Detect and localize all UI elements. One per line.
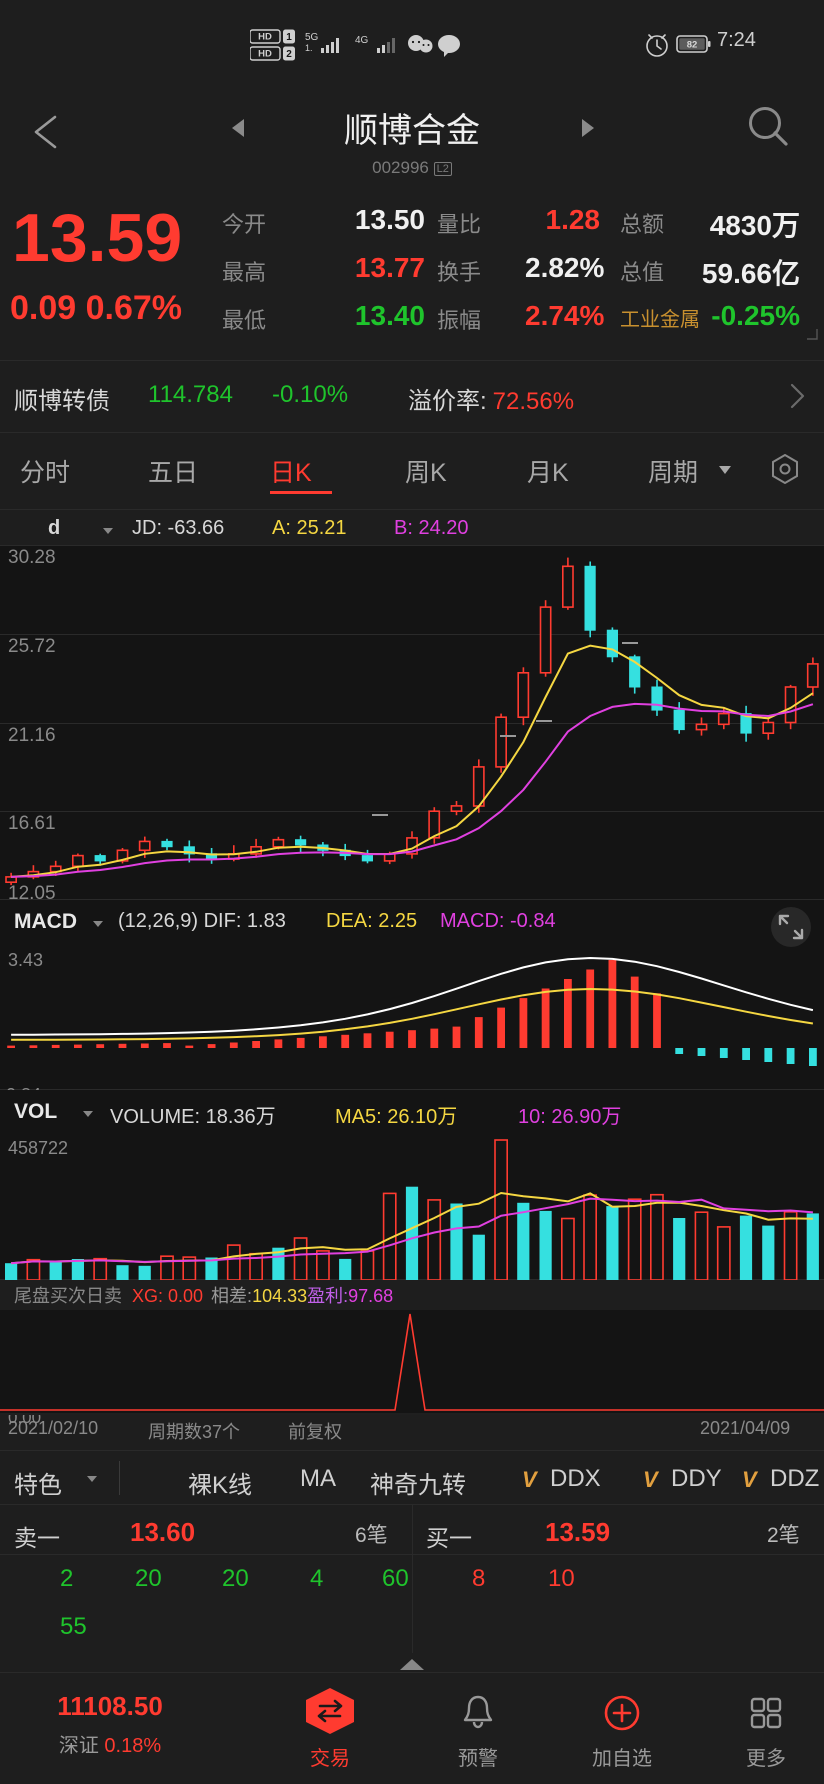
svg-text:82: 82: [687, 40, 698, 51]
svg-text:1.: 1.: [305, 43, 313, 53]
svg-text:1: 1: [286, 32, 292, 43]
svg-text:5G: 5G: [305, 32, 319, 43]
svg-text:HD: HD: [258, 49, 272, 60]
svg-text:HD: HD: [258, 32, 272, 43]
svg-text:4G: 4G: [355, 35, 369, 46]
svg-text:2: 2: [286, 49, 292, 60]
